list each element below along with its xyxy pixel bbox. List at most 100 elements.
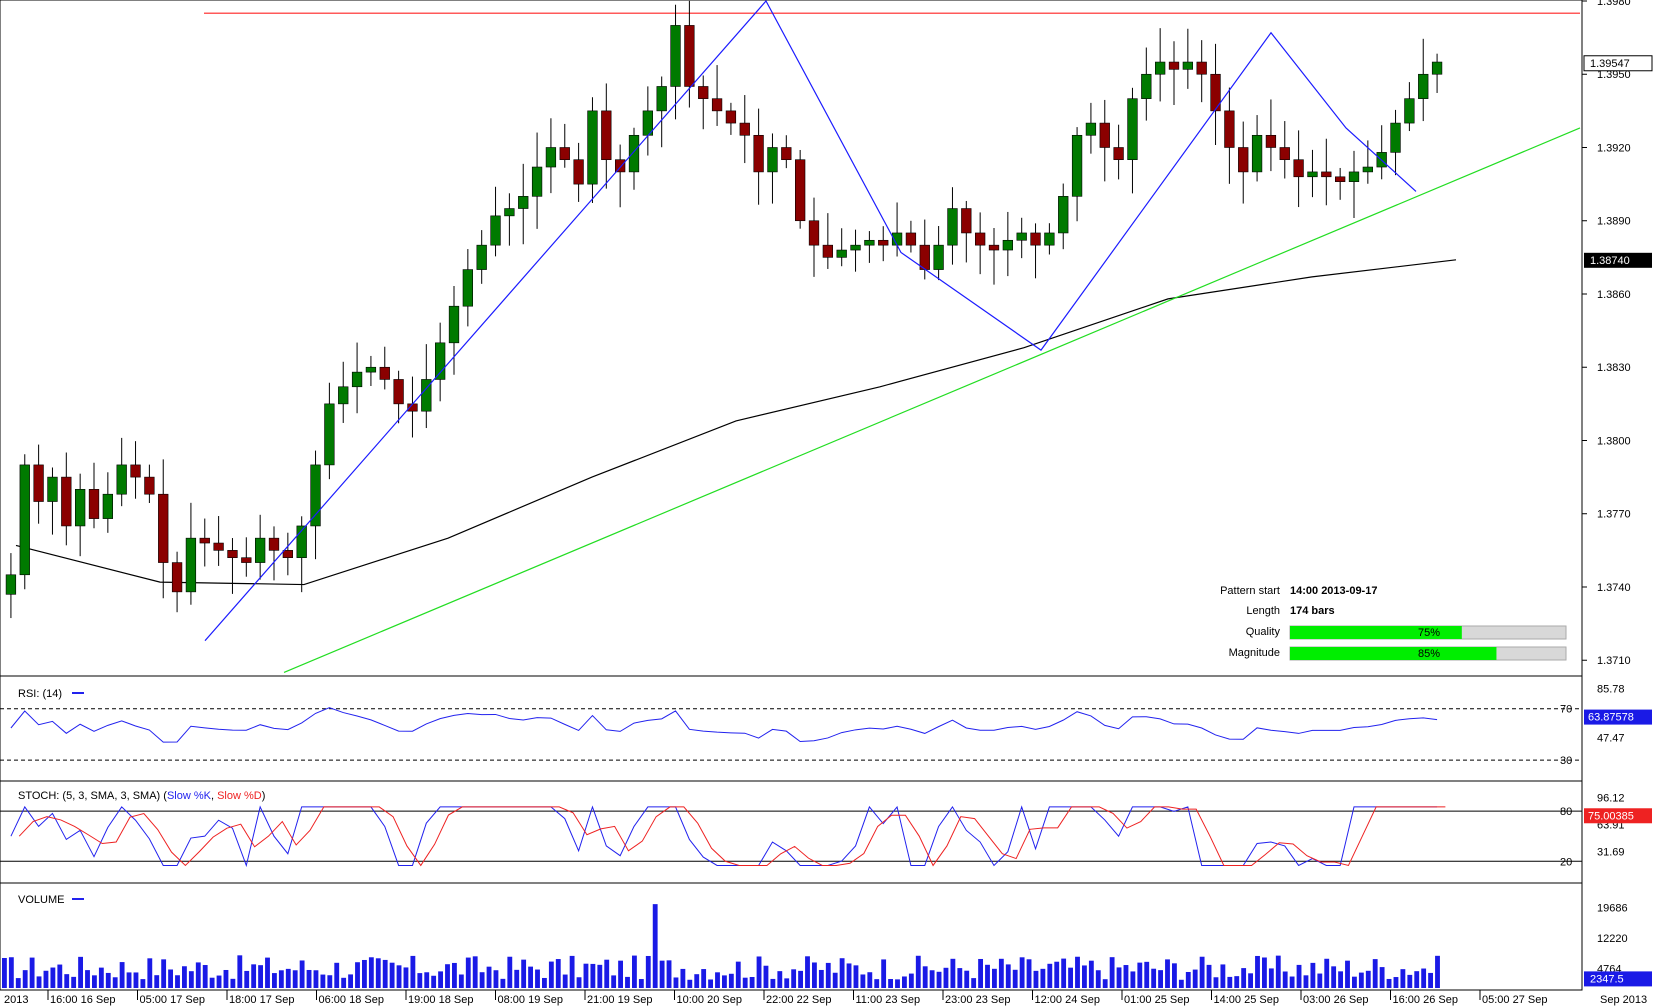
volume-bar <box>465 957 471 988</box>
time-axis-label: 08:00 19 Sep <box>498 994 563 1006</box>
volume-bar <box>853 965 859 988</box>
volume-bar <box>1227 976 1233 988</box>
bullish-candle <box>1141 73 1152 99</box>
volume-bar <box>860 974 866 988</box>
bullish-candle <box>435 342 446 380</box>
volume-bar <box>348 974 353 988</box>
volume-bar <box>687 979 693 988</box>
volume-bar <box>1005 964 1011 988</box>
volume-bar <box>555 959 561 988</box>
volume-bar <box>881 959 887 988</box>
bearish-candle <box>1335 176 1346 182</box>
volume-bar <box>701 969 707 988</box>
volume-bar <box>528 966 533 988</box>
volume-bar <box>1400 969 1406 988</box>
stoch-d-line <box>18 806 1446 867</box>
bullish-candle <box>421 379 432 412</box>
support-trend-line <box>283 127 1581 673</box>
volume-bar <box>334 962 340 988</box>
volume-axis-label: 12220 <box>1597 933 1628 945</box>
rsi-current-box <box>1584 709 1652 725</box>
volume-bar <box>36 976 42 988</box>
bullish-candle <box>255 537 266 563</box>
bearish-candle <box>393 379 404 405</box>
bullish-candle <box>1404 98 1415 124</box>
volume-bar <box>202 965 208 988</box>
bullish-candle <box>850 244 861 251</box>
volume-bar <box>625 976 630 988</box>
volume-bar <box>832 972 838 988</box>
bullish-candle <box>462 269 473 307</box>
bullish-candle <box>518 196 529 209</box>
quality-bar-fill <box>1290 626 1462 639</box>
volume-bar <box>742 977 748 988</box>
bullish-candle <box>19 464 30 576</box>
bearish-candle <box>615 159 626 173</box>
volume-bar <box>735 961 741 988</box>
bearish-candle <box>1238 147 1249 173</box>
bullish-candle <box>947 208 958 246</box>
price-tick-label: 1.3830 <box>1597 362 1631 374</box>
bullish-candle <box>864 239 875 246</box>
volume-bar <box>1358 972 1364 988</box>
time-axis-label: 16:00 26 Sep <box>1393 994 1458 1006</box>
bearish-candle <box>171 562 183 593</box>
bullish-candle <box>102 493 113 519</box>
bearish-candle <box>130 464 141 478</box>
volume-bar <box>382 959 388 988</box>
time-axis-label: 12:00 24 Sep <box>1035 994 1100 1006</box>
volume-bar <box>417 973 423 988</box>
bullish-candle <box>1431 61 1443 75</box>
bearish-candle <box>1113 147 1124 161</box>
volume-bar <box>493 970 499 988</box>
volume-bar <box>278 970 284 988</box>
volume-bar <box>1192 969 1198 988</box>
bullish-candle <box>185 537 197 593</box>
volume-bar <box>957 968 963 988</box>
volume-bar <box>708 979 713 988</box>
quality-value: 75% <box>1418 627 1440 639</box>
time-axis-label: 16:00 16 Sep <box>50 994 115 1006</box>
volume-bar <box>1061 958 1067 988</box>
volume-bar <box>784 978 790 988</box>
volume-bar <box>514 969 520 988</box>
time-axis-label: 21:00 19 Sep <box>587 994 652 1006</box>
volume-bar <box>652 904 658 988</box>
volume-bar <box>825 962 831 988</box>
stoch-label-prefix: STOCH: (5, 3, SMA, 3, SMA) ( <box>18 790 167 802</box>
bullish-candle <box>1155 61 1166 75</box>
bearish-candle <box>199 537 210 544</box>
stoch-label-suffix: ) <box>262 790 266 802</box>
volume-bar <box>105 972 111 988</box>
bearish-candle <box>988 244 1000 251</box>
volume-bar <box>1165 959 1170 988</box>
volume-bar <box>1116 967 1122 988</box>
moving-average-line <box>15 259 1457 586</box>
volume-bar <box>666 960 672 988</box>
volume-bar <box>812 962 817 988</box>
volume-bar <box>569 955 575 988</box>
time-axis-label: 18:00 17 Sep <box>229 994 294 1006</box>
volume-bar <box>1026 959 1032 988</box>
volume-bar <box>535 969 540 988</box>
volume-bar <box>1268 968 1274 988</box>
time-axis-label: Sep 2013 <box>1600 994 1647 1006</box>
quality-label: Quality <box>1246 626 1281 638</box>
volume-bar <box>368 957 374 988</box>
stoch-label-separator: , <box>211 790 217 802</box>
volume-bar <box>805 956 810 988</box>
volume-bar <box>1158 970 1163 988</box>
volume-bar <box>445 964 450 988</box>
volume-bar <box>777 971 783 988</box>
volume-bar <box>126 972 132 988</box>
bullish-candle <box>448 305 460 344</box>
volume-bar <box>985 964 990 988</box>
volume-bar <box>638 979 644 988</box>
volume-bar <box>71 976 77 988</box>
volume-bar <box>770 978 776 988</box>
bearish-candle <box>1224 110 1235 148</box>
volume-bar <box>1407 974 1413 988</box>
current-price-box <box>1583 55 1653 72</box>
volume-bar <box>43 970 49 988</box>
volume-bar <box>292 970 298 988</box>
